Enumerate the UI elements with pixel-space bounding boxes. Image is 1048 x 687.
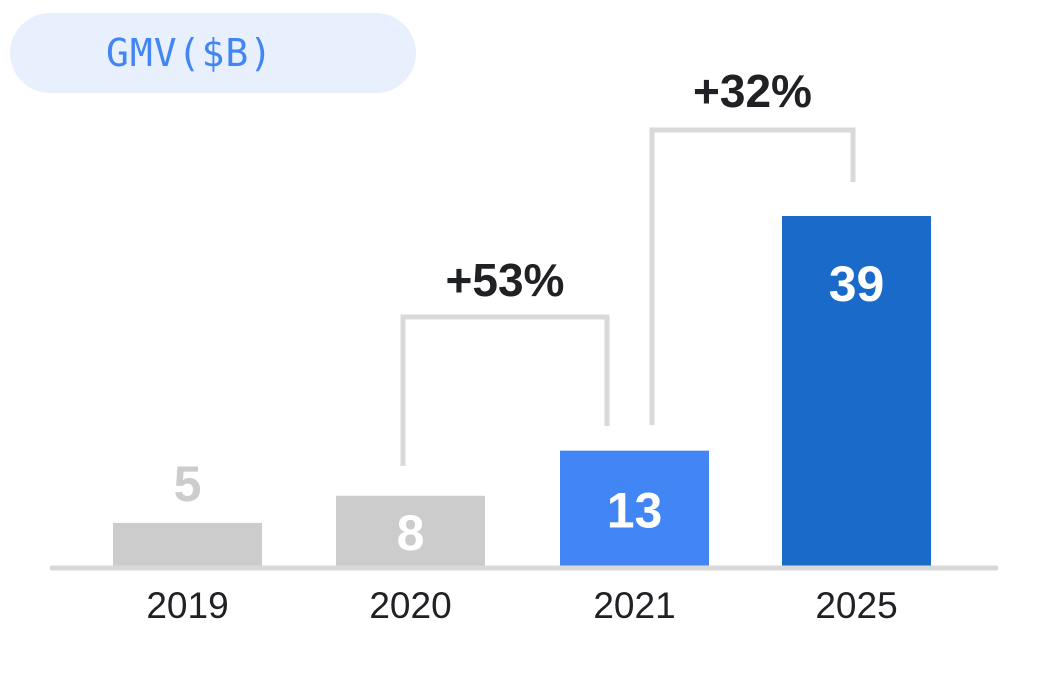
bar-2021 (560, 450, 709, 568)
chart-title: GMV($B) (106, 31, 274, 75)
growth-label-2020-2021: +53% (446, 254, 565, 306)
value-label-2020: 8 (397, 505, 425, 561)
bar-2019 (113, 522, 262, 568)
x-tick-label-2019: 2019 (146, 585, 228, 626)
bar-2025 (782, 216, 931, 568)
value-label-2019: 5 (174, 456, 202, 512)
growth-label-2021-2025: +32% (693, 65, 812, 117)
x-tick-label-2025: 2025 (815, 585, 897, 626)
value-label-2025: 39 (829, 256, 885, 312)
x-tick-label-2021: 2021 (593, 585, 675, 626)
chart-title-pill: GMV($B) (10, 13, 416, 93)
growth-bracket-2020-2021 (400, 314, 610, 466)
x-tick-label-2020: 2020 (369, 585, 451, 626)
growth-bracket-2021-2025 (649, 127, 856, 425)
bar-2020 (336, 495, 485, 568)
value-label-2021: 13 (607, 482, 663, 538)
